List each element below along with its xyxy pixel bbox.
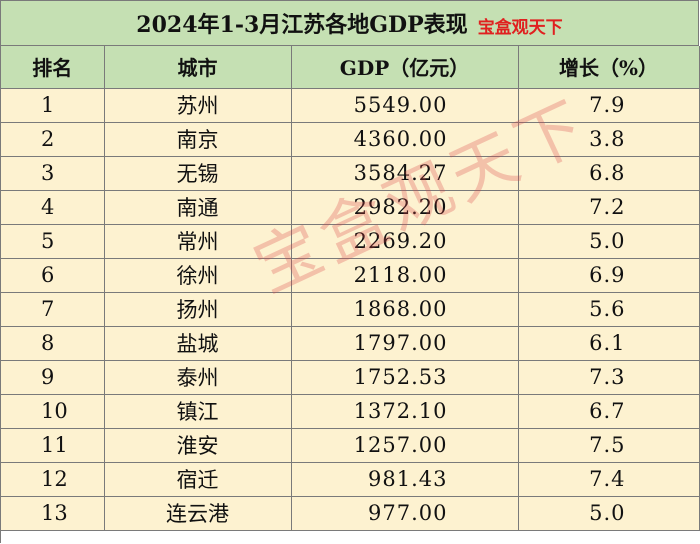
cell-gdp: 3584.27: [291, 156, 519, 191]
cell-growth: 7.2: [518, 190, 700, 225]
cell-gdp: 4360.00: [291, 122, 519, 157]
cell-rank: 12: [1, 462, 105, 497]
cell-rank: 2: [1, 122, 105, 157]
cell-growth: 5.0: [518, 496, 700, 531]
table-row: 9 泰州 1752.53 7.3: [1, 360, 700, 395]
cell-city: 盐城: [104, 326, 292, 361]
cell-gdp: 1257.00: [291, 428, 519, 463]
cell-city: 徐州: [104, 258, 292, 293]
cell-city: 泰州: [104, 360, 292, 395]
table-row: 4 南通 2982.20 7.2: [1, 190, 700, 225]
cell-rank: 7: [1, 292, 105, 327]
table-row: 8 盐城 1797.00 6.1: [1, 326, 700, 361]
table-row: 6 徐州 2118.00 6.9: [1, 258, 700, 293]
column-header-city: 城市: [104, 46, 292, 89]
cell-growth: 7.5: [518, 428, 700, 463]
column-header-rank: 排名: [1, 46, 105, 89]
cell-gdp: 1797.00: [291, 326, 519, 361]
table-row: 7 扬州 1868.00 5.6: [1, 292, 700, 327]
table-row: 11 淮安 1257.00 7.5: [1, 428, 700, 463]
cell-growth: 6.9: [518, 258, 700, 293]
cell-growth: 5.6: [518, 292, 700, 327]
table-title: 2024年1-3月江苏各地GDP表现: [136, 12, 468, 38]
header-row: 排名 城市 GDP（亿元） 增长（%）: [1, 46, 700, 89]
cell-rank: 9: [1, 360, 105, 395]
cell-gdp: 977.00: [291, 496, 519, 531]
table-body: 1 苏州 5549.00 7.9 2 南京 4360.00 3.8 3 无锡 3584.27 6.8 4…: [1, 88, 700, 531]
cell-rank: 4: [1, 190, 105, 225]
cell-city: 苏州: [104, 88, 292, 123]
table-row: 2 南京 4360.00 3.8: [1, 122, 700, 157]
cell-rank: 10: [1, 394, 105, 429]
cell-rank: 5: [1, 224, 105, 259]
cell-gdp: 2982.20: [291, 190, 519, 225]
cell-growth: 6.8: [518, 156, 700, 191]
cell-gdp: 1372.10: [291, 394, 519, 429]
cell-city: 南通: [104, 190, 292, 225]
cell-city: 南京: [104, 122, 292, 157]
cell-rank: 13: [1, 496, 105, 531]
cell-city: 无锡: [104, 156, 292, 191]
cell-gdp: 5549.00: [291, 88, 519, 123]
column-header-gdp: GDP（亿元）: [291, 46, 519, 89]
table-row: 1 苏州 5549.00 7.9: [1, 88, 700, 123]
cell-gdp: 2269.20: [291, 224, 519, 259]
brand-tag: 宝盒观天下: [477, 17, 563, 38]
cell-rank: 1: [1, 88, 105, 123]
cell-rank: 6: [1, 258, 105, 293]
cell-growth: 5.0: [518, 224, 700, 259]
cell-growth: 6.7: [518, 394, 700, 429]
cell-growth: 7.3: [518, 360, 700, 395]
table-row: 3 无锡 3584.27 6.8: [1, 156, 700, 191]
cell-city: 常州: [104, 224, 292, 259]
cell-gdp: 1752.53: [291, 360, 519, 395]
cell-rank: 8: [1, 326, 105, 361]
table-header: 排名 城市 GDP（亿元） 增长（%）: [1, 46, 700, 89]
cell-gdp: 1868.00: [291, 292, 519, 327]
cell-growth: 7.4: [518, 462, 700, 497]
cell-city: 镇江: [104, 394, 292, 429]
cell-gdp: 981.43: [291, 462, 519, 497]
table-row: 5 常州 2269.20 5.0: [1, 224, 700, 259]
column-header-growth: 增长（%）: [518, 46, 700, 89]
table-title-bar: 2024年1-3月江苏各地GDP表现 宝盒观天下: [1, 1, 699, 46]
cell-rank: 3: [1, 156, 105, 191]
cell-growth: 6.1: [518, 326, 700, 361]
cell-rank: 11: [1, 428, 105, 463]
cell-growth: 7.9: [518, 88, 700, 123]
cell-city: 宿迁: [104, 462, 292, 497]
cell-gdp: 2118.00: [291, 258, 519, 293]
cell-growth: 3.8: [518, 122, 700, 157]
gdp-table: 排名 城市 GDP（亿元） 增长（%） 1 苏州 5549.00 7.9 2 南京 4360…: [1, 46, 700, 531]
table-row: 12 宿迁 981.43 7.4: [1, 462, 700, 497]
table-row: 10 镇江 1372.10 6.7: [1, 394, 700, 429]
cell-city: 扬州: [104, 292, 292, 327]
cell-city: 淮安: [104, 428, 292, 463]
table-row: 13 连云港 977.00 5.0: [1, 496, 700, 531]
cell-city: 连云港: [104, 496, 292, 531]
